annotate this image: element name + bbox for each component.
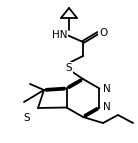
Text: N: N [103,103,110,113]
Text: O: O [99,28,107,38]
Text: S: S [24,113,30,123]
Text: N: N [103,84,110,94]
Text: S: S [66,63,72,73]
Text: HN: HN [52,30,68,40]
